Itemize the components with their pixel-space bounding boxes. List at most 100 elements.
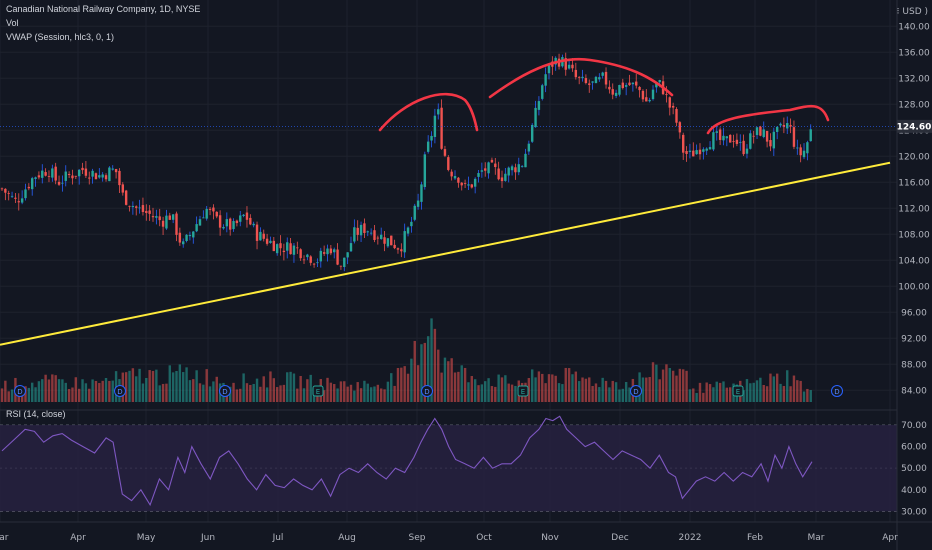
candle-body [789,125,792,127]
earnings-marker: E [517,385,529,397]
candle-body [242,214,245,217]
candle-body [541,85,544,99]
volume-bar [336,388,339,402]
candle-body [282,250,286,253]
dividend-marker-circle [421,385,433,397]
volume-bar [171,372,175,402]
candle-body [484,168,487,171]
candle-body [796,147,799,149]
volume-bar [215,376,218,402]
volume-bar [601,377,604,402]
candle-body [688,150,692,152]
volume-bar [94,380,98,402]
candle-body [316,262,319,264]
volume-bar [671,370,675,402]
candle-body [527,143,531,152]
trendline-layer [0,161,891,346]
price-tick-label: 116.00 [898,178,930,188]
volume-bar [487,378,490,402]
volume-bar [111,380,114,402]
candle-body [433,115,437,137]
candle-body [453,176,457,179]
candle-body [759,126,762,136]
volume-bar [353,390,356,402]
volume-bar [772,376,776,402]
annotation-arc [488,57,674,99]
chart-title[interactable]: Canadian National Railway Company, 1D, N… [6,4,201,14]
volume-bar [567,368,571,402]
volume-bar [786,370,789,402]
candle-body [426,141,430,152]
volume-bar [433,328,437,402]
volume-bar [71,387,74,402]
volume-bar [396,368,400,402]
time-tick-label: Apr [882,533,898,543]
candle-body [547,63,551,74]
candle-body [4,188,7,193]
candle-body [809,129,812,142]
candle-body [383,237,386,244]
price-axis[interactable]: 84.00 88.00 92.00 96.00 100.00 104.00 108.00 11… [898,22,930,396]
candle-body [101,174,104,178]
price-tick-label: 120.00 [898,152,930,162]
volume-bar [282,384,286,402]
volume-bar [782,385,786,402]
volume-bar [708,384,712,402]
candle-body [735,139,739,144]
candle-body [141,205,145,212]
volume-bar [665,364,668,402]
candle-body [259,231,262,241]
candle-body [621,82,625,89]
candle-body [473,178,477,187]
volume-bar [574,371,578,402]
volume-bar [322,390,326,402]
candle-body [678,122,682,133]
candle-body [490,159,494,163]
volume-bar [161,383,165,402]
volume-bar [124,372,128,402]
volume-bar [410,358,413,402]
volume-bar [792,375,796,402]
candle-body [618,84,621,95]
rsi-tick-label: 60.00 [901,443,927,453]
rsi-axis[interactable]: 30.00 40.00 50.00 60.00 70.00 [901,421,927,517]
volume-bar [255,378,259,402]
candle-body [128,205,131,207]
candle-body [185,234,188,242]
volume-bar [692,388,695,402]
dividend-marker-circle [630,385,642,397]
time-tick-label: Sep [409,533,426,543]
volume-bar [628,387,631,402]
candle-body [91,170,94,177]
volume-bar [406,373,410,402]
time-axis[interactable]: Mar Apr May Jun Jul Aug Sep Oct Nov Dec 2022 Feb Mar… [0,533,898,543]
volume-bar [57,379,61,402]
volume-bar [507,383,510,402]
candle-body [715,131,718,133]
rsi-legend[interactable]: RSI (14, close) [6,409,66,419]
volume-bar [178,364,182,402]
candle-body [37,175,41,178]
dividend-marker: D [831,385,843,397]
volume-bar [379,388,383,402]
annotation-arc [378,92,479,132]
volume-bar [624,381,628,402]
volume-bar [41,379,44,402]
volume-bar [675,375,678,402]
candle-body [591,81,594,83]
candle-body [393,244,396,249]
volume-bar [608,387,611,402]
vol-legend[interactable]: Vol [6,18,19,28]
candle-body [507,167,510,176]
volume-bar [789,386,792,402]
candle-body [312,263,316,265]
volume-bar [594,383,598,402]
time-tick-label: Aug [338,533,356,543]
candle-body [477,173,480,177]
dividend-marker: D [421,385,433,397]
volume-bar [138,368,141,402]
candle-body [695,150,698,155]
marker-letter: E [316,388,320,396]
vwap-legend[interactable]: VWAP (Session, hlc3, 0, 1) [6,32,115,42]
